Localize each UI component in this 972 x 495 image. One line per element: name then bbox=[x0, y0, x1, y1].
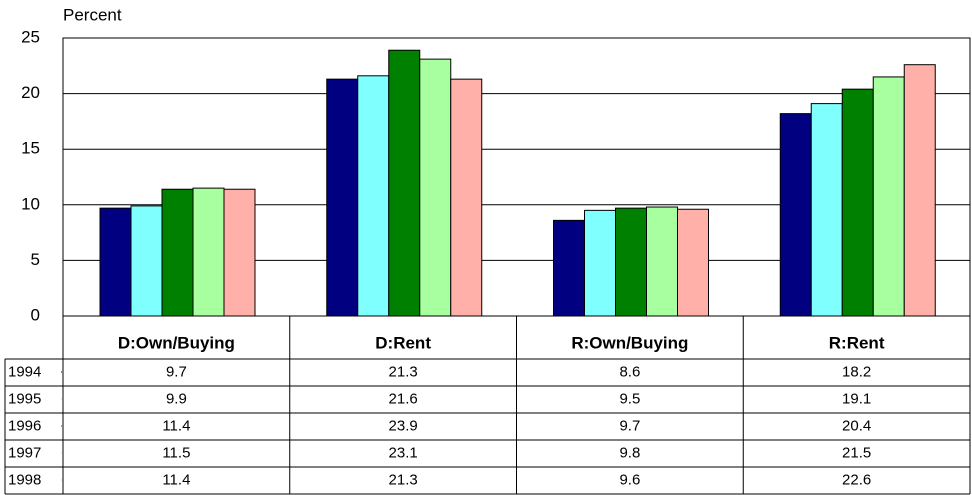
bar bbox=[223, 188, 256, 317]
table-value: 9.5 bbox=[619, 390, 640, 407]
y-tick-label: 10 bbox=[21, 194, 40, 213]
table-value: 11.4 bbox=[162, 471, 190, 488]
y-tick-label: 5 bbox=[31, 250, 40, 269]
table-value: 11.5 bbox=[162, 444, 190, 461]
bar bbox=[130, 205, 163, 317]
bar bbox=[584, 209, 616, 317]
row-label: 1997 bbox=[8, 444, 41, 461]
row-label: 1994 bbox=[8, 363, 41, 380]
category-label: D:Rent bbox=[375, 333, 431, 352]
bar bbox=[99, 207, 132, 317]
table-value: 21.5 bbox=[842, 444, 871, 461]
bar bbox=[677, 208, 709, 317]
bar bbox=[779, 113, 812, 317]
bar bbox=[872, 76, 905, 317]
legend-swatch bbox=[61, 479, 62, 481]
bar bbox=[615, 207, 647, 317]
y-axis-label: Percent bbox=[63, 5, 122, 24]
table-value: 8.6 bbox=[619, 363, 640, 380]
y-tick-label: 0 bbox=[31, 305, 40, 324]
table-value: 21.6 bbox=[389, 390, 418, 407]
table-value: 9.9 bbox=[166, 390, 187, 407]
bar bbox=[357, 75, 390, 317]
category-label: R:Own/Buying bbox=[571, 333, 688, 352]
bar bbox=[388, 49, 421, 317]
bar bbox=[419, 58, 452, 317]
bar bbox=[192, 187, 225, 317]
table-value: 9.7 bbox=[166, 363, 187, 380]
table-value: 22.6 bbox=[842, 471, 871, 488]
table-value: 19.1 bbox=[842, 390, 871, 407]
legend-swatch bbox=[61, 398, 62, 400]
bar bbox=[646, 206, 678, 317]
table-value: 23.9 bbox=[389, 417, 418, 434]
bar bbox=[326, 78, 359, 317]
category-label: D:Own/Buying bbox=[118, 333, 235, 352]
bar bbox=[450, 78, 483, 317]
table-value: 20.4 bbox=[842, 417, 871, 434]
row-label: 1995 bbox=[8, 390, 41, 407]
table-value: 21.3 bbox=[389, 471, 418, 488]
row-label: 1996 bbox=[8, 417, 41, 434]
table-value: 23.1 bbox=[389, 444, 418, 461]
bar bbox=[903, 64, 936, 317]
legend-swatch bbox=[61, 452, 62, 454]
table-value: 9.8 bbox=[619, 444, 640, 461]
table-value: 9.6 bbox=[619, 471, 640, 488]
y-tick-label: 25 bbox=[21, 27, 40, 46]
category-label: R:Rent bbox=[829, 333, 885, 352]
bar bbox=[161, 188, 194, 317]
y-tick-label: 20 bbox=[21, 83, 40, 102]
bar bbox=[553, 219, 585, 317]
table-value: 11.4 bbox=[162, 417, 190, 434]
y-tick-label: 15 bbox=[21, 139, 40, 158]
legend-swatch bbox=[61, 371, 62, 373]
legend-swatch bbox=[61, 425, 62, 427]
table-value: 9.7 bbox=[619, 417, 640, 434]
bar bbox=[810, 103, 843, 317]
table-value: 21.3 bbox=[389, 363, 418, 380]
table-value: 18.2 bbox=[842, 363, 871, 380]
row-label: 1998 bbox=[8, 471, 41, 488]
bar bbox=[841, 88, 874, 317]
